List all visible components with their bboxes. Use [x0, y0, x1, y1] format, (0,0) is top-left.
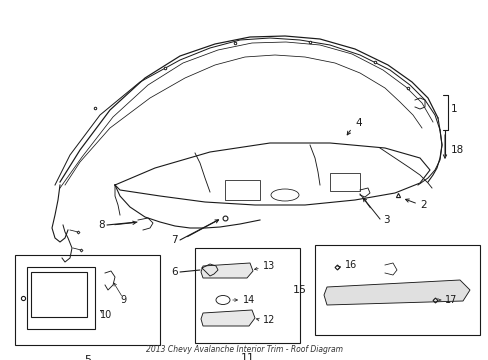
Text: 2013 Chevy Avalanche Interior Trim - Roof Diagram: 2013 Chevy Avalanche Interior Trim - Roo… [145, 345, 342, 354]
Text: 15: 15 [292, 285, 306, 295]
Text: 17: 17 [444, 295, 456, 305]
Text: 8: 8 [98, 220, 105, 230]
Text: 13: 13 [263, 261, 275, 271]
Ellipse shape [270, 189, 298, 201]
Text: 18: 18 [450, 145, 463, 155]
Text: 5: 5 [84, 355, 91, 360]
Bar [195, 248, 299, 343]
Text: 4: 4 [354, 118, 361, 128]
Text: 6: 6 [171, 267, 178, 277]
Text: 11: 11 [240, 353, 254, 360]
Bar [224, 180, 260, 200]
Bar [31, 272, 87, 317]
Polygon shape [324, 280, 469, 305]
Bar [314, 245, 479, 335]
Text: 10: 10 [100, 310, 112, 320]
Text: 16: 16 [345, 260, 357, 270]
Bar [27, 267, 95, 329]
Polygon shape [201, 263, 252, 278]
Text: 2: 2 [419, 200, 426, 210]
Text: 1: 1 [450, 104, 457, 114]
Text: 3: 3 [382, 215, 389, 225]
Bar [15, 255, 160, 345]
Text: 14: 14 [243, 295, 255, 305]
Polygon shape [201, 310, 254, 326]
Text: 9: 9 [120, 295, 126, 305]
Bar [329, 173, 359, 191]
Text: 12: 12 [263, 315, 275, 325]
Text: 7: 7 [171, 235, 178, 245]
